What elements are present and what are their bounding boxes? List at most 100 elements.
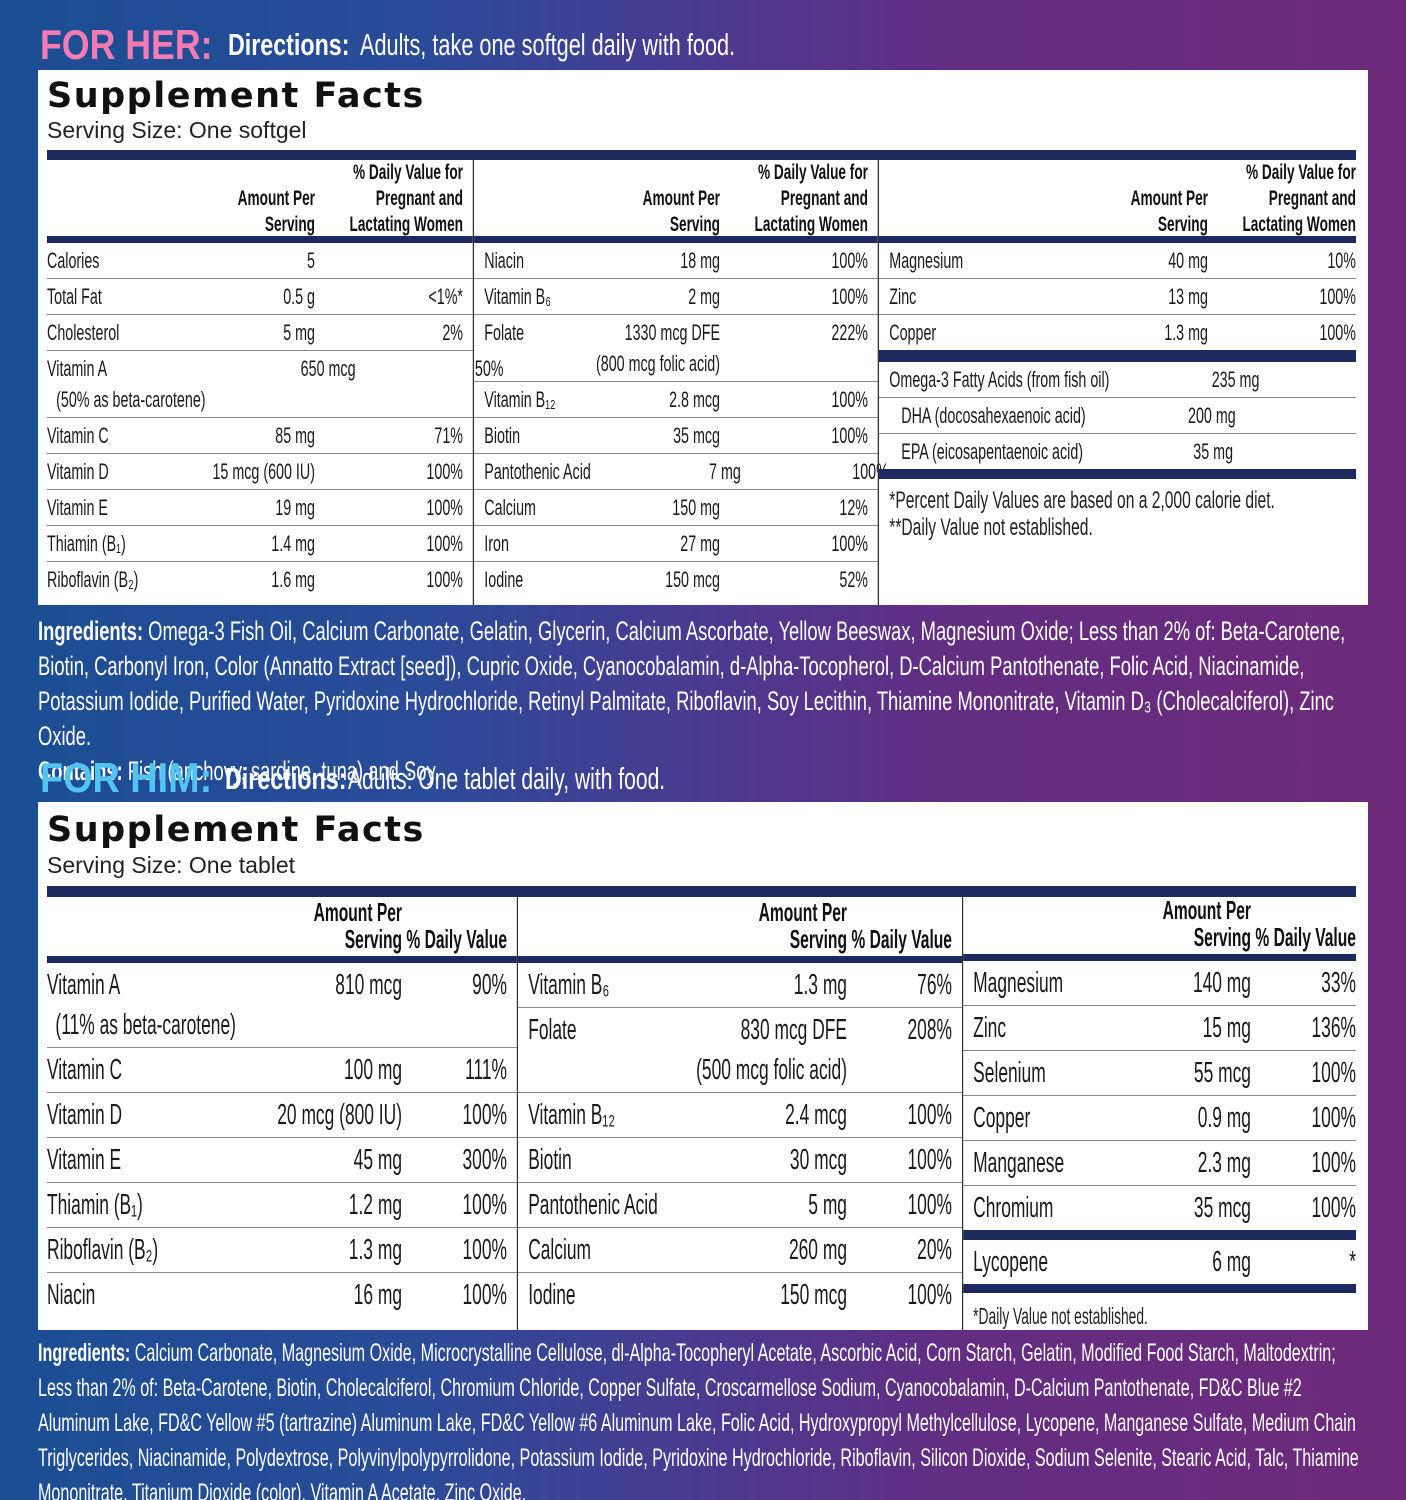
amount-cell: 18 mg: [570, 245, 720, 276]
ingredients-label: Ingredients:: [38, 1339, 131, 1367]
daily-value-cell: **: [1236, 400, 1356, 431]
amount: 2.8 mcg: [669, 387, 720, 412]
nutrient-row: Vitamin A (11% as beta-carotene) 810 mcg 90…: [47, 963, 517, 1048]
daily-value-cell: 100%: [847, 1095, 952, 1135]
daily-value: 100%: [831, 248, 868, 273]
daily-value: 90%: [472, 969, 508, 1001]
nutrient-name-cell: Calories: [47, 245, 165, 276]
nutrient-name: Vitamin B₆: [528, 969, 610, 1001]
divider-bar: [963, 1283, 1356, 1293]
section-label: FOR HER:: [40, 21, 213, 68]
header-amount-cell: Amount Per Serving: [1091, 897, 1251, 951]
facts-table: Amount Per Serving % Daily Value for Preg…: [47, 160, 1356, 605]
facts-table: Amount Per Serving% Daily Value Vitamin A…: [47, 897, 1356, 1330]
serving-size: Serving Size: One softgel: [47, 117, 307, 143]
amount-cell: 35 mg: [1083, 436, 1233, 467]
daily-value-cell: 50%: [356, 353, 504, 384]
daily-value: 111%: [465, 1054, 508, 1086]
daily-value: 100%: [1311, 1057, 1356, 1089]
amount: 235 mg: [1211, 367, 1260, 392]
nutrient-name-cell: Cholesterol: [47, 317, 165, 348]
nutrient-row: Niacin 16 mg 100%: [47, 1273, 517, 1317]
nutrient-row: Vitamin E 45 mg 300%: [47, 1138, 517, 1183]
nutrient-name-cell: Lycopene: [973, 1242, 1091, 1282]
ingredients: Ingredients: Calcium Carbonate, Magnesiu…: [38, 1336, 1368, 1500]
amount-cell: 830 mcg DFE (500 mcg folic acid): [687, 1010, 847, 1090]
daily-value: 100%: [831, 284, 868, 309]
nutrient-name: Chromium: [973, 1192, 1054, 1224]
amount-header: Amount Per Serving: [313, 897, 403, 954]
nutrient-row: Vitamin D 15 mcg (600 IU) 100%: [47, 454, 473, 490]
daily-value-cell: 20%: [847, 1230, 952, 1270]
amount-cell: 35 mcg: [1091, 1188, 1251, 1228]
daily-value-cell: 100%: [1208, 281, 1356, 312]
nutrient-row: Selenium 55 mcg 100%: [963, 1051, 1356, 1096]
daily-value-cell: 76%: [847, 965, 952, 1005]
daily-value: 100%: [1319, 320, 1356, 345]
ingredients: Ingredients: Omega-3 Fish Oil, Calcium C…: [38, 614, 1373, 754]
daily-value-cell: 71%: [315, 420, 463, 451]
amount-header: Amount Per Serving: [237, 187, 316, 236]
daily-value: 100%: [907, 1099, 952, 1131]
nutrient-row: Copper 0.9 mg 100%: [963, 1096, 1356, 1141]
nutrient-name: Lycopene: [973, 1245, 1049, 1278]
daily-value: 50%: [474, 356, 504, 381]
facts-column: Amount Per Serving% Daily Value Vitamin A…: [47, 897, 517, 1330]
daily-value: 100%: [462, 1189, 508, 1221]
daily-value: 222%: [831, 320, 868, 345]
nutrient-name: Biotin: [528, 1144, 572, 1176]
nutrient-row: Chromium 35 mcg 100%: [963, 1186, 1356, 1230]
amount-header: Amount Per Serving: [642, 187, 720, 236]
nutrient-name-cell: Iodine: [484, 564, 570, 595]
daily-value-cell: 100%: [720, 245, 868, 276]
amount-cell: 7 mg: [591, 456, 741, 487]
daily-value-cell: 111%: [402, 1050, 507, 1090]
amount: 830 mcg DFE: [740, 1014, 847, 1046]
column-header: Amount Per Serving% Daily Value: [47, 897, 517, 963]
daily-value-cell: 100%: [1251, 1053, 1356, 1093]
divider-bar: [963, 1230, 1356, 1240]
daily-value-header: % Daily Value: [406, 924, 508, 954]
nutrient-name-cell: Riboflavin (B₂): [47, 1230, 242, 1270]
amount-cell: 1330 mcg DFE (800 mcg folic acid): [570, 317, 720, 379]
header-amount-cell: Amount Per Serving: [687, 899, 847, 953]
nutrient-name: Total Fat: [47, 284, 102, 309]
amount: 18 mg: [680, 248, 720, 273]
nutrient-row: Iodine 150 mcg 52%: [474, 562, 878, 597]
amount-cell: 0.9 mg: [1091, 1098, 1251, 1138]
nutrient-name-cell: Iron: [484, 528, 570, 559]
directions: Adults: One tablet daily, with food.: [348, 761, 666, 796]
nutrient-row: Biotin 35 mcg 100%: [474, 418, 878, 454]
nutrient-name-cell: Vitamin A (50% as beta-carotene): [47, 353, 206, 415]
amount-cell: 650 mcg: [206, 353, 356, 384]
amount: 810 mcg: [335, 969, 403, 1001]
directions-label: Directions:: [225, 761, 347, 796]
amount-cell: 150 mcg: [570, 564, 720, 595]
nutrient-name: Copper: [973, 1102, 1031, 1134]
nutrient-name-cell: Total Fat: [47, 281, 165, 312]
header-amount-cell: Amount Per Serving: [242, 899, 402, 953]
nutrient-name: Thiamin (B₁): [47, 1189, 143, 1221]
nutrient-name: Calcium: [484, 495, 536, 520]
facts-panel: Supplement Facts Serving Size: One table…: [38, 802, 1368, 1330]
amount: 15 mg: [1202, 1012, 1251, 1044]
ingredients-label: Ingredients:: [38, 616, 144, 646]
nutrient-row: Folate 830 mcg DFE (500 mcg folic acid) 208…: [518, 1008, 962, 1093]
facts-title: Supplement Facts: [47, 76, 425, 116]
amount-header: Amount Per Serving: [1162, 897, 1251, 952]
daily-value: 100%: [907, 1279, 952, 1311]
nutrient-row: Vitamin C 100 mg 111%: [47, 1048, 517, 1093]
amount: 35 mcg: [1193, 1192, 1251, 1224]
daily-value-cell: 100%: [315, 564, 463, 595]
daily-value: <1%*: [428, 284, 463, 309]
amount: 20 mcg (800 IU): [277, 1099, 403, 1131]
amount: 1.4 mg: [271, 531, 316, 556]
nutrient-name-cell: Zinc: [889, 281, 1058, 312]
nutrient-name: Vitamin C: [47, 1054, 123, 1086]
daily-value: 100%: [831, 531, 868, 556]
amount-cell: 235 mg: [1109, 364, 1260, 395]
amount-cell: 150 mcg: [687, 1275, 847, 1315]
facts-columns: Amount Per Serving% Daily Value Vitamin A…: [47, 897, 1356, 1330]
amount: 150 mcg: [665, 567, 720, 592]
daily-value-cell: 100%: [1251, 1143, 1356, 1183]
